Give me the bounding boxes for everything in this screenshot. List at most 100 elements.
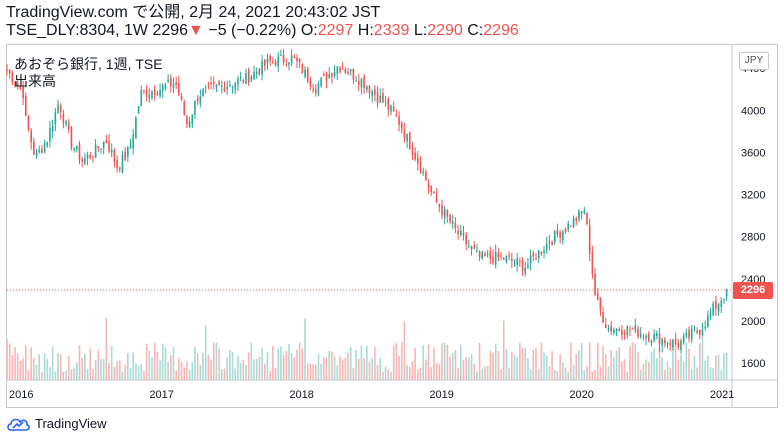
candle-body (484, 253, 486, 257)
candle-body (116, 159, 118, 169)
candle-body (210, 82, 212, 85)
candle-body (551, 242, 553, 245)
candle-body (242, 79, 245, 83)
volume-bar (400, 342, 403, 380)
volume-bar (226, 357, 228, 380)
volume-bar (449, 356, 451, 380)
volume-bar (556, 371, 559, 380)
currency-button[interactable]: JPY (739, 52, 769, 70)
volume-bar (261, 348, 263, 380)
volume-bar (97, 350, 100, 380)
volume-bar (352, 367, 355, 380)
volume-bar (274, 367, 277, 380)
volume-bar (701, 326, 704, 380)
candle-body (591, 252, 594, 274)
volume-bar (411, 361, 414, 380)
candle-body (352, 68, 355, 80)
candle-body (459, 230, 462, 235)
volume-bar (484, 366, 486, 380)
candle-body (492, 256, 494, 264)
volume-bar (478, 342, 481, 380)
volume-bar (188, 369, 191, 380)
candle-body (626, 326, 629, 336)
candle-body (532, 253, 535, 257)
x-tick-label: 2017 (149, 389, 173, 401)
volume-bar (127, 352, 129, 380)
candle-body (41, 148, 43, 153)
volume-bar (242, 360, 245, 380)
volume-bar (604, 354, 607, 380)
candle-body (188, 121, 191, 127)
volume-bar (685, 342, 688, 380)
volume-bar (250, 342, 253, 380)
candle-body (615, 328, 618, 332)
y-tick-label: 1600 (741, 358, 765, 370)
candle-body (151, 91, 153, 98)
volume-bar (610, 350, 612, 380)
brand-logo[interactable]: TradingView (6, 416, 107, 431)
volume-bar (502, 320, 505, 380)
volume-bar (11, 355, 14, 380)
candle-body (642, 336, 645, 338)
candle-body (57, 104, 59, 114)
volume-bar (717, 354, 720, 380)
ohlc-line: TSE_DLY:8304, 1W 2296▼ −5 (−0.22%) O:229… (6, 22, 519, 40)
candle-body (470, 246, 473, 250)
volume-bar (43, 353, 46, 380)
volume-bar (511, 352, 513, 380)
volume-bar (408, 366, 411, 380)
candle-body (226, 86, 228, 90)
volume-bar (178, 357, 180, 380)
volume-bar (639, 370, 642, 380)
volume-bar (207, 354, 210, 380)
volume-bar (24, 345, 27, 380)
candle-body (145, 90, 148, 97)
candle-body (19, 86, 22, 90)
volume-bar (135, 363, 137, 380)
candle-body (156, 92, 159, 95)
volume-bar (105, 318, 108, 380)
volume-bar (245, 365, 247, 380)
volume-bar (67, 356, 70, 380)
volume-bar (100, 358, 102, 380)
candle-body (400, 122, 403, 130)
volume-bar (382, 371, 384, 380)
volume-bar (298, 342, 301, 380)
candle-body (524, 267, 527, 274)
candle-body (707, 315, 709, 327)
volume-bar (532, 349, 535, 380)
candle-body (67, 122, 70, 130)
volume-bar (145, 343, 148, 380)
candle-body (261, 60, 263, 75)
candle-body (212, 81, 215, 85)
candle-body (564, 228, 567, 232)
candle-body (347, 71, 349, 74)
volume-bar (406, 364, 408, 380)
candle-body (105, 140, 108, 143)
volume-bar (519, 342, 521, 380)
candle-body (403, 129, 406, 139)
volume-bar (247, 352, 250, 380)
candle-body (148, 94, 151, 98)
volume-bar (78, 345, 81, 380)
x-tick-label: 2016 (9, 389, 33, 401)
candle-body (422, 171, 425, 173)
volume-bar (234, 368, 237, 380)
volume-bar (666, 361, 669, 380)
volume-bar (384, 366, 387, 380)
candle-body (543, 250, 545, 253)
volume-bar (572, 364, 575, 380)
volume-bar (658, 347, 661, 380)
volume-bar (371, 357, 373, 380)
candle-body (604, 324, 607, 329)
candle-body (140, 90, 143, 106)
high-value: 2339 (373, 22, 410, 39)
candle-body (78, 144, 81, 161)
volume-bar (108, 362, 110, 380)
candle-body (207, 84, 210, 86)
candle-body (129, 145, 132, 149)
volume-bar (707, 355, 709, 380)
chart-frame[interactable] (6, 44, 778, 408)
volume-bar (435, 363, 438, 380)
